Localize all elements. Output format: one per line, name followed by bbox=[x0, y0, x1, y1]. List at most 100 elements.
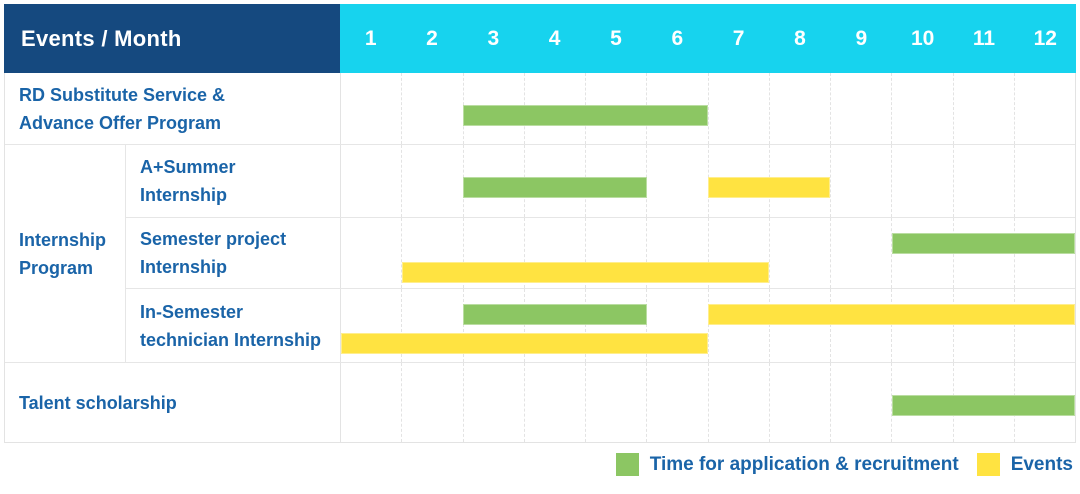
month-header-9: 9 bbox=[855, 26, 868, 50]
gantt-chart: Events / Month 1 2 3 4 5 6 7 8 9 10 11 12 RD Substi… bbox=[4, 4, 1076, 443]
table-body: RD Substitute Service & Advance Offer Pro… bbox=[4, 73, 1076, 443]
gantt-row-chart-5 bbox=[341, 363, 1075, 442]
month-gridline bbox=[831, 217, 893, 289]
month-gridline bbox=[831, 289, 893, 362]
month-gridline bbox=[892, 145, 954, 217]
row-label-3: Semester project Internship bbox=[126, 217, 341, 289]
month-header-10: 10 bbox=[910, 26, 935, 50]
month-gridline bbox=[525, 289, 586, 362]
bar-events bbox=[341, 333, 708, 355]
month-gridline bbox=[1015, 289, 1075, 362]
gantt-row-chart-3 bbox=[341, 217, 1075, 289]
month-gridline bbox=[341, 145, 403, 217]
row-label-line: A+Summer bbox=[140, 156, 236, 177]
month-gridline bbox=[770, 145, 831, 217]
legend-entry-application: Time for application & recruitment bbox=[615, 453, 959, 476]
month-gridline bbox=[341, 73, 403, 144]
month-gridline bbox=[647, 217, 709, 289]
month-gridline bbox=[464, 363, 525, 442]
bar-events bbox=[402, 261, 770, 283]
month-gridline bbox=[770, 363, 831, 442]
legend-label-application: Time for application & recruitment bbox=[649, 453, 959, 475]
row-label-2: A+Summer Internship bbox=[126, 145, 341, 217]
row-label-1: RD Substitute Service & Advance Offer Pro… bbox=[5, 73, 341, 144]
legend-label-events: Events bbox=[1010, 453, 1073, 475]
month-gridline bbox=[709, 289, 770, 362]
gantt-row-5: Talent scholarship bbox=[5, 363, 1075, 442]
bar-application bbox=[463, 177, 647, 198]
month-gridline bbox=[831, 145, 893, 217]
month-gridline bbox=[1015, 145, 1075, 217]
month-gridline bbox=[402, 145, 464, 217]
month-gridline bbox=[586, 363, 648, 442]
month-header-12: 12 bbox=[1033, 26, 1057, 50]
month-gridline bbox=[1015, 73, 1075, 144]
month-gridline bbox=[709, 363, 770, 442]
gantt-row-3: Semester project Internship bbox=[126, 217, 1075, 290]
row-label-line: Advance Offer Program bbox=[19, 112, 222, 133]
month-gridline bbox=[892, 289, 954, 362]
month-gridline bbox=[954, 289, 1015, 362]
month-gridline bbox=[709, 217, 770, 289]
month-gridline bbox=[464, 217, 525, 289]
table-header-row: Events / Month 1 2 3 4 5 6 7 8 9 10 11 12 bbox=[4, 4, 1076, 73]
group-label: Internship Program bbox=[5, 145, 126, 362]
month-gridline bbox=[402, 289, 464, 362]
month-header-1: 1 bbox=[364, 26, 377, 50]
events-swatch bbox=[976, 453, 1000, 476]
bar-events bbox=[708, 304, 1075, 326]
group-rows: A+Summer Internship Semester project Intern… bbox=[126, 145, 1075, 362]
legend: Time for application & recruitment Events bbox=[615, 453, 1073, 476]
bar-events bbox=[708, 177, 831, 198]
row-label-line: Internship bbox=[140, 257, 228, 277]
month-gridlines bbox=[341, 73, 1075, 144]
row-label-line: technician Internship bbox=[140, 329, 322, 350]
row-label-line: Internship bbox=[140, 184, 228, 205]
row-label-line: RD Substitute Service & bbox=[19, 84, 226, 105]
month-gridline bbox=[647, 73, 709, 144]
month-gridline bbox=[831, 73, 893, 144]
gantt-row-1: RD Substitute Service & Advance Offer Pro… bbox=[5, 73, 1075, 145]
month-gridline bbox=[525, 217, 586, 289]
month-gridline bbox=[770, 289, 831, 362]
bar-application bbox=[463, 304, 647, 326]
month-gridline bbox=[892, 73, 954, 144]
month-gridline bbox=[647, 363, 709, 442]
month-header-6: 6 bbox=[671, 26, 684, 50]
month-gridline bbox=[402, 363, 464, 442]
month-gridline bbox=[954, 73, 1015, 144]
row-label-line: In-Semester bbox=[140, 301, 244, 322]
month-gridline bbox=[525, 363, 586, 442]
month-gridline bbox=[586, 217, 648, 289]
legend-entry-events: Events bbox=[976, 453, 1073, 476]
row-group: Internship Program A+Summer Internship Seme… bbox=[5, 145, 1075, 363]
month-gridline bbox=[464, 289, 525, 362]
month-header-8: 8 bbox=[794, 26, 806, 50]
row-label-line: Semester project bbox=[140, 229, 287, 249]
month-gridline bbox=[709, 73, 770, 144]
month-gridline bbox=[647, 289, 709, 362]
month-header-3: 3 bbox=[487, 26, 500, 50]
month-gridline bbox=[770, 73, 831, 144]
application-swatch bbox=[615, 453, 639, 476]
gantt-row-chart-2 bbox=[341, 145, 1075, 217]
month-gridline bbox=[341, 363, 403, 442]
month-gridline bbox=[402, 217, 464, 289]
row-label-4: In-Semester technician Internship bbox=[126, 289, 341, 362]
month-gridline bbox=[341, 217, 403, 289]
month-header-5: 5 bbox=[610, 26, 622, 50]
month-gridline bbox=[341, 289, 403, 362]
month-gridline bbox=[831, 363, 893, 442]
gantt-row-chart-4 bbox=[341, 289, 1075, 362]
bar-application bbox=[891, 395, 1075, 416]
header-events-month-cell: Events / Month bbox=[4, 4, 340, 73]
gantt-row-4: In-Semester technician Internship bbox=[126, 289, 1075, 362]
month-header-2: 2 bbox=[426, 26, 438, 50]
bar-application bbox=[891, 232, 1075, 254]
month-gridline bbox=[647, 145, 709, 217]
bar-application bbox=[463, 105, 708, 126]
month-header-4: 4 bbox=[548, 26, 561, 50]
row-label-5: Talent scholarship bbox=[5, 363, 341, 442]
month-gridline bbox=[770, 217, 831, 289]
